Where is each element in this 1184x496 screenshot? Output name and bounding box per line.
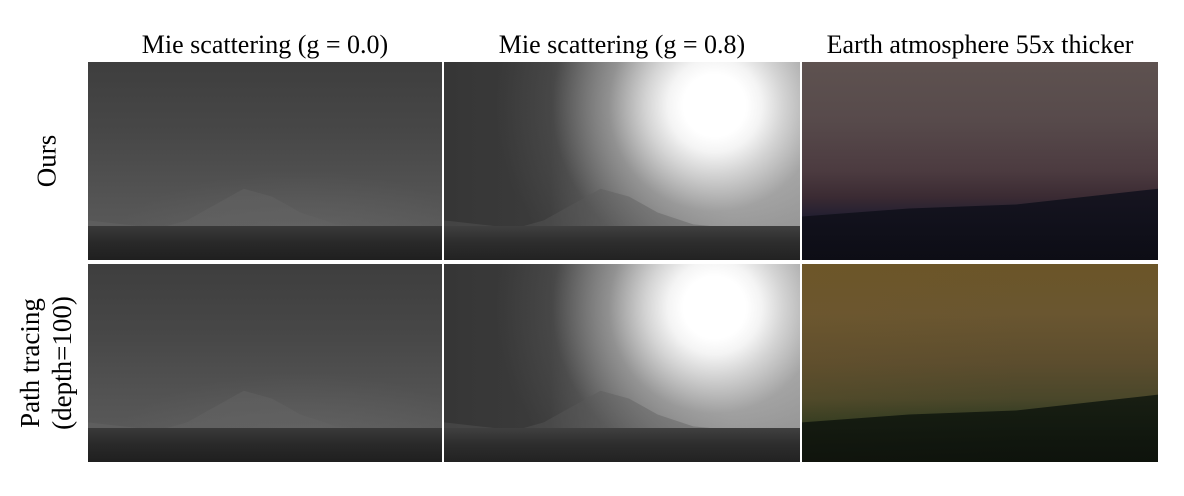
panel-ours-mie-g08	[444, 62, 800, 260]
panel-ours-earth-atmosphere	[802, 62, 1158, 260]
row-label-path-tracing: Path tracing (depth=100)	[6, 264, 86, 462]
column-title-earth-atmosphere: Earth atmosphere 55x thicker	[826, 30, 1134, 59]
ground-strip	[444, 226, 800, 260]
ground-strip	[444, 428, 800, 462]
panel-path-tracing-mie-g0	[88, 264, 442, 462]
ground-strip	[88, 226, 442, 260]
row-label-path-tracing-line2: (depth=100)	[47, 296, 78, 430]
column-title-mie-g08: Mie scattering (g = 0.8)	[498, 30, 746, 59]
row-label-ours: Ours	[6, 62, 86, 260]
ground-strip	[88, 428, 442, 462]
column-title-mie-g0: Mie scattering (g = 0.0)	[141, 30, 389, 59]
panel-path-tracing-earth-atmosphere	[802, 264, 1158, 462]
row-label-ours-text: Ours	[31, 134, 61, 188]
panel-ours-mie-g0	[88, 62, 442, 260]
row-label-path-tracing-line1: Path tracing	[15, 298, 46, 428]
panel-path-tracing-mie-g08	[444, 264, 800, 462]
